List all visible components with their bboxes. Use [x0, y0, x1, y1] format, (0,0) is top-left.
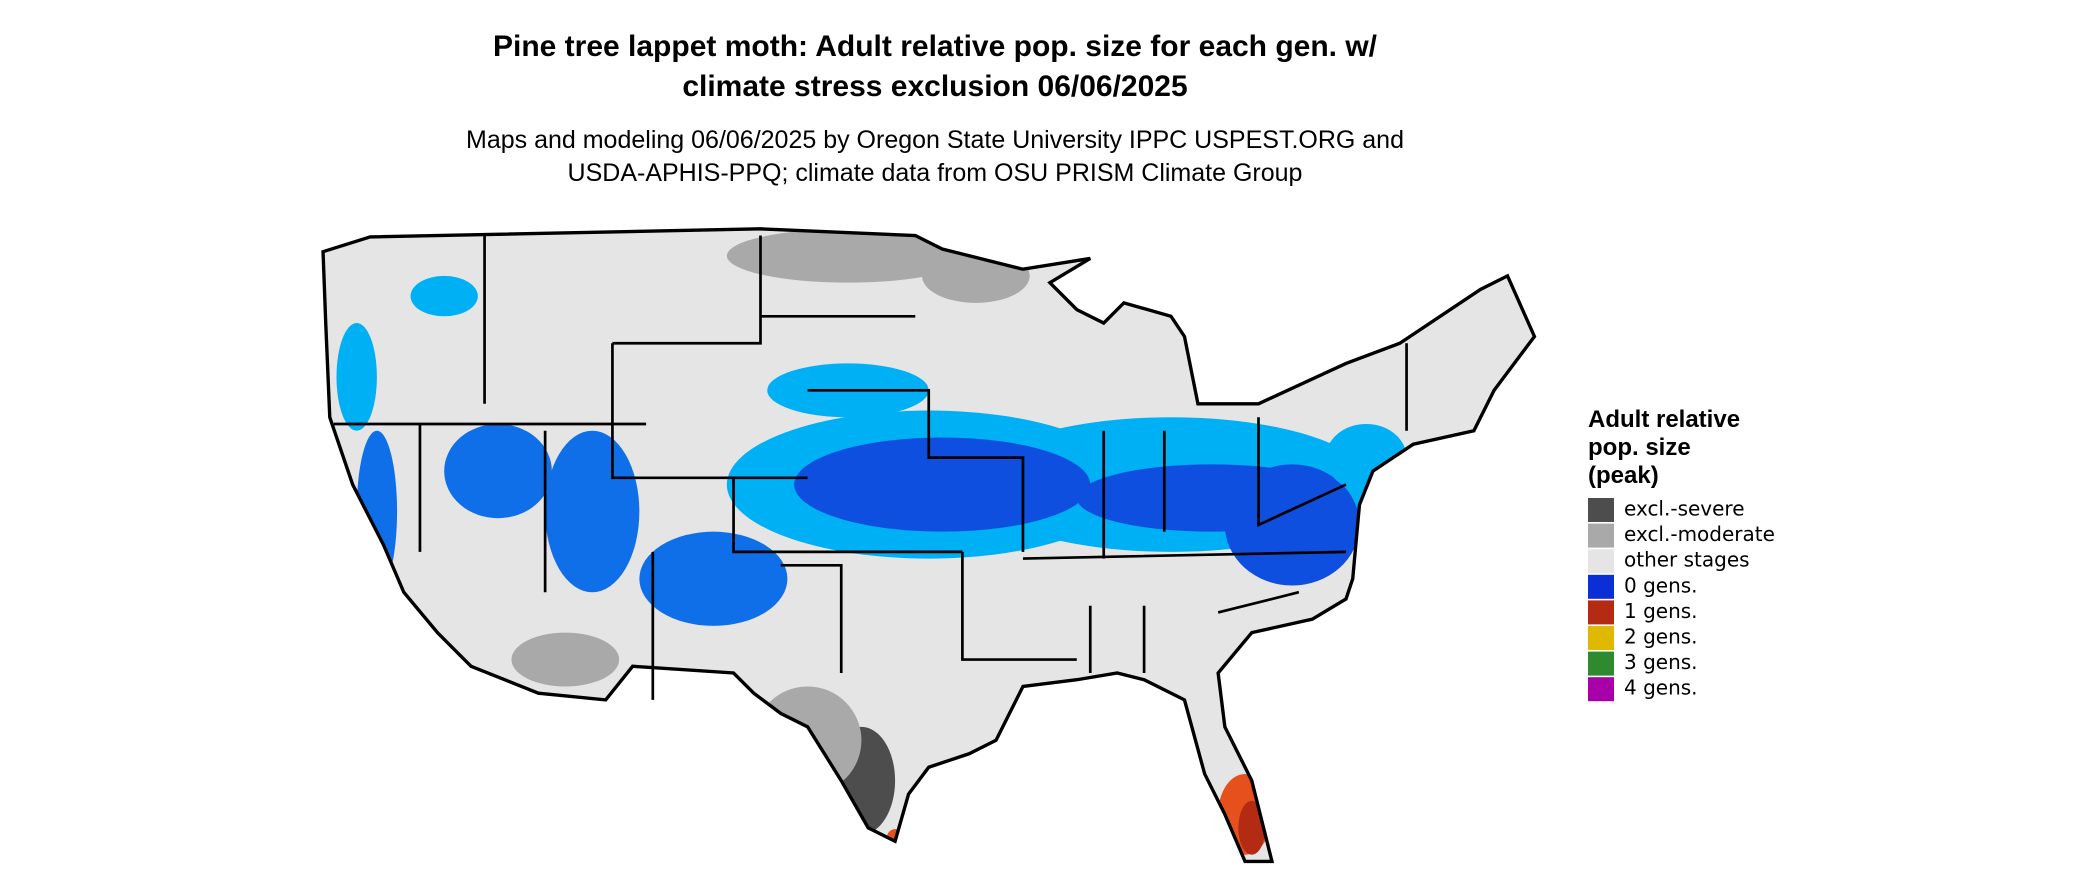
- subtitle-line: Maps and modeling 06/06/2025 by Oregon S…: [466, 126, 1404, 154]
- legend-label: 1 gens.: [1624, 599, 1698, 623]
- title-line: Pine tree lappet moth: Adult relative po…: [493, 30, 1378, 63]
- legend-swatch: [1588, 600, 1614, 625]
- legend-swatch: [1588, 626, 1614, 650]
- legend-title: Adult relative: [1588, 406, 1740, 433]
- legend-title: pop. size: [1588, 434, 1691, 461]
- state-borders: [321, 227, 1537, 864]
- legend-label: excl.-severe: [1624, 497, 1745, 521]
- legend-swatch: [1588, 498, 1614, 522]
- legend-swatch: [1588, 523, 1614, 548]
- area: [410, 275, 478, 317]
- legend-swatch: [1588, 549, 1614, 574]
- legend-swatch: [1588, 677, 1614, 702]
- title-line: climate stress exclusion 06/06/2025: [682, 70, 1187, 103]
- legend-label: 0 gens.: [1624, 573, 1698, 597]
- area: [639, 531, 788, 626]
- map: [321, 227, 1537, 864]
- subtitle-line: USDA-APHIS-PPQ; climate data from OSU PR…: [568, 159, 1303, 187]
- legend-label: 3 gens.: [1624, 650, 1698, 674]
- area: [511, 632, 620, 687]
- legend-swatch: [1588, 574, 1614, 599]
- legend-label: 4 gens.: [1624, 676, 1698, 700]
- area: [336, 323, 377, 431]
- legend-swatch: [1588, 651, 1614, 676]
- legend-label: excl.-moderate: [1624, 522, 1775, 546]
- area: [794, 437, 1091, 532]
- legend-label: other stages: [1624, 548, 1750, 572]
- legend-label: 2 gens.: [1624, 625, 1698, 649]
- area: [444, 423, 552, 519]
- area: [545, 430, 640, 593]
- area: [726, 228, 970, 283]
- legend-title: (peak): [1588, 462, 1659, 489]
